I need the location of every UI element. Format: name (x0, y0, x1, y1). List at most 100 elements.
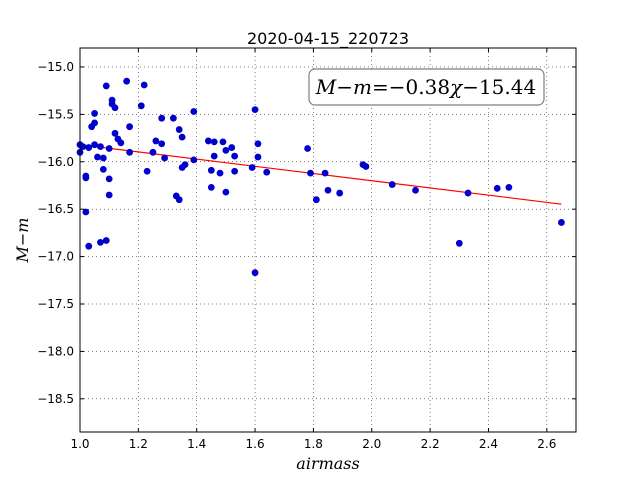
data-point (123, 77, 131, 85)
y-tick-label: −15.5 (37, 107, 74, 121)
y-axis-ticks: −15.0 −15.5 −16.0 −16.5 −17.0 −17.5 −18.0 −18.5 (37, 60, 576, 406)
data-point (304, 145, 311, 152)
data-point (149, 148, 157, 156)
data-point (99, 154, 107, 162)
eq-equals: = (372, 75, 389, 99)
data-point (97, 143, 104, 151)
data-point (210, 138, 218, 146)
data-point (464, 189, 472, 197)
data-point (105, 175, 113, 183)
data-point (558, 219, 565, 226)
plot-frame (79, 47, 577, 433)
data-point (82, 174, 90, 182)
data-point (231, 152, 239, 160)
data-point (493, 184, 501, 192)
data-point (388, 181, 396, 188)
data-point (91, 141, 98, 149)
data-point (102, 82, 110, 90)
data-point (140, 81, 148, 89)
data-point (175, 196, 183, 204)
data-point (307, 169, 314, 177)
eq-const: −15.44 (462, 75, 536, 99)
y-tick-label: −18.0 (37, 344, 74, 358)
fit-equation: M−m=−0.38χ−15.44 (315, 75, 536, 99)
x-tick-label: 2.2 (421, 437, 440, 451)
data-point (207, 183, 215, 191)
data-point (505, 183, 513, 191)
data-point (161, 154, 169, 162)
chart-title: 2020-04-15_220723 (247, 29, 409, 49)
data-point (158, 114, 166, 122)
data-point (105, 145, 113, 152)
data-point (216, 169, 224, 177)
y-tick-label: −16.5 (37, 202, 74, 216)
y-tick-label: −16.0 (37, 155, 74, 169)
data-point (91, 110, 98, 117)
y-axis-label: M−m (13, 218, 32, 264)
x-axis-label: airmass (296, 454, 359, 473)
data-point (324, 186, 332, 194)
y-tick-label: −18.5 (37, 392, 74, 406)
data-point (204, 137, 212, 145)
data-point (178, 133, 186, 141)
data-point (143, 167, 151, 175)
y-tick-label: −17.5 (37, 297, 74, 311)
x-tick-label: 1.8 (304, 437, 323, 451)
data-point (126, 123, 133, 131)
data-point (105, 191, 113, 199)
data-point (207, 166, 215, 174)
data-point (91, 119, 98, 127)
data-point (248, 164, 256, 171)
data-point (219, 138, 227, 146)
data-point (94, 153, 101, 161)
data-point (455, 239, 463, 247)
data-point (97, 238, 104, 246)
data-point (412, 186, 419, 194)
x-axis-ticks: 1.0 1.2 1.4 1.6 1.8 2.0 2.2 2.4 2.6 (70, 48, 556, 451)
data-point (152, 137, 160, 145)
data-point (190, 156, 198, 164)
data-point (251, 106, 259, 114)
data-point (175, 126, 183, 133)
data-point (222, 188, 230, 196)
data-point (181, 161, 189, 169)
fit-equation-box: M−m=−0.38χ−15.44 (308, 68, 545, 106)
data-point (137, 102, 145, 110)
fit-line (79, 144, 562, 205)
data-point (82, 208, 90, 216)
data-point (321, 169, 329, 177)
data-point (231, 167, 239, 175)
data-point (336, 189, 344, 197)
eq-var: χ (448, 75, 464, 99)
x-tick-label: 1.2 (129, 437, 148, 451)
y-tick-label: −17.0 (37, 250, 74, 264)
data-point (79, 143, 87, 151)
data-point (111, 129, 119, 137)
data-point (111, 104, 119, 112)
data-point (169, 114, 177, 122)
data-point (210, 152, 218, 160)
x-tick-label: 1.4 (187, 437, 206, 451)
x-tick-label: 2.6 (537, 437, 556, 451)
data-point (158, 140, 166, 148)
x-tick-label: 2.0 (362, 437, 381, 451)
x-tick-label: 1.0 (70, 437, 89, 451)
fit-line-group (79, 144, 562, 205)
data-point (126, 148, 133, 156)
data-point (228, 144, 236, 151)
x-tick-label: 1.6 (246, 437, 265, 451)
data-point (102, 237, 110, 244)
y-tick-label: −15.0 (37, 60, 74, 74)
data-point (362, 163, 370, 170)
eq-lhs: M−m (315, 75, 372, 99)
data-point (312, 196, 320, 204)
data-point (85, 144, 93, 151)
x-tick-label: 2.4 (479, 437, 498, 451)
data-point (254, 140, 262, 148)
eq-coef: −0.38 (389, 75, 450, 99)
data-point (251, 269, 259, 277)
data-point (222, 147, 230, 154)
data-point (254, 153, 262, 161)
data-point (99, 165, 107, 173)
